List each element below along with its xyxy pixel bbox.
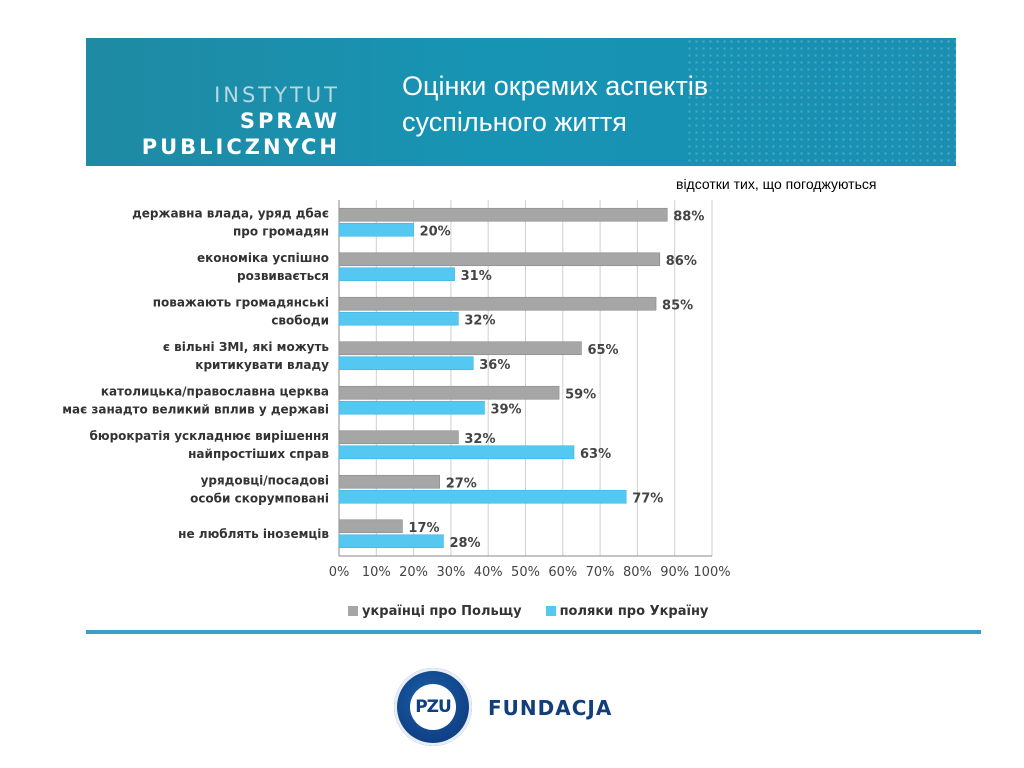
data-label: 77% [632,491,663,506]
logo-text-spraw: SPRAW [239,109,340,133]
data-label: 20% [420,224,451,239]
bar-ukrainians [338,519,403,534]
data-label: 28% [449,536,480,551]
category-label: особи скорумповані [190,491,329,505]
x-tick-label: 10% [362,565,391,580]
category-label: економіка успішно [197,251,329,265]
institute-logo: INSTYTUT SPRAW PUBLICZNYCH [130,82,340,160]
data-label: 17% [408,521,439,536]
pzu-logo-circle: PZU [394,668,472,746]
legend-item: поляки про Україну [545,604,709,619]
fundacja-label: FUNDACJA [488,696,613,720]
bar-ukrainians [338,296,657,311]
data-label: 32% [464,313,495,328]
legend-label: українці про Польщу [362,604,522,619]
x-tick-label: 60% [548,565,577,580]
data-label: 86% [666,254,697,269]
x-tick-label: 40% [474,565,503,580]
x-tick-label: 20% [399,565,428,580]
x-tick-label: 90% [660,565,689,580]
category-label: католицька/православна церква [101,384,329,398]
header-dot-pattern [686,38,956,166]
data-label: 59% [565,387,596,402]
data-label: 65% [587,343,618,358]
legend-swatch [545,606,556,616]
logo-text-instytut: INSTYTUT [214,83,340,107]
data-label: 31% [461,269,492,284]
data-label: 27% [446,476,477,491]
category-label: найпростіших справ [188,447,329,461]
bar-poles [338,534,444,549]
bar-poles [338,356,474,371]
units-note: відсотки тих, що погоджуються [676,176,877,192]
category-label: розвивається [237,269,329,283]
data-label: 39% [490,402,521,417]
category-label: має занадто великий вплив у державі [62,402,329,416]
data-label: 63% [580,447,611,462]
x-tick-label: 70% [586,565,615,580]
x-tick-label: 0% [329,565,350,580]
data-label: 88% [673,209,704,224]
bar-poles [338,489,627,504]
pzu-logo-mark: PZU [410,684,456,730]
bar-ukrainians [338,474,441,489]
data-label: 32% [464,432,495,447]
x-tick-label: 50% [511,565,540,580]
bar-ukrainians [338,207,668,222]
bar-ukrainians [338,430,459,445]
chart-legend: українці про Польщу поляки про Україну [348,604,732,619]
legend-item: українці про Польщу [348,604,522,619]
bar-ukrainians [338,341,582,356]
category-label: про громадян [233,224,329,238]
bar-poles [338,445,575,460]
x-tick-label: 100% [693,565,730,580]
category-label: поважають громадянські [153,295,329,309]
category-label: є вільні ЗМІ, які можуть [163,340,330,354]
legend-label: поляки про Україну [559,604,709,619]
page-title: Оцінки окремих аспектів суспільного житт… [402,68,822,140]
data-label: 36% [479,358,510,373]
bar-poles [338,267,455,282]
header-banner: INSTYTUT SPRAW PUBLICZNYCH Оцінки окреми… [86,38,956,166]
x-tick-label: 30% [436,565,465,580]
title-line-1: Оцінки окремих аспектів [402,71,709,101]
category-label: критикувати владу [195,358,329,372]
title-line-2: суспільного життя [402,107,627,137]
bar-chart: 0% 10% 20% 30% 40% 50% 60% 70% 80% 90% 100% державн… [62,200,731,580]
pzu-fundacja-logo: PZU FUNDACJA [390,668,611,748]
logo-text-publicznych: PUBLICZNYCH [141,135,340,159]
category-label: не люблять іноземців [178,527,329,541]
bar-ukrainians [338,385,560,400]
category-label: свободи [271,313,329,327]
data-label: 85% [662,298,693,313]
bar-poles [338,400,485,415]
category-label: бюрократія ускладнює вирішення [90,429,329,443]
bar-ukrainians [338,252,661,267]
x-tick-label: 80% [623,565,652,580]
category-label: урядовці/посадові [201,473,329,487]
legend-swatch [348,606,358,616]
bar-poles [338,222,414,237]
footer-divider [86,630,981,634]
category-label: державна влада, уряд дбає [132,206,329,220]
bar-poles [338,311,459,326]
